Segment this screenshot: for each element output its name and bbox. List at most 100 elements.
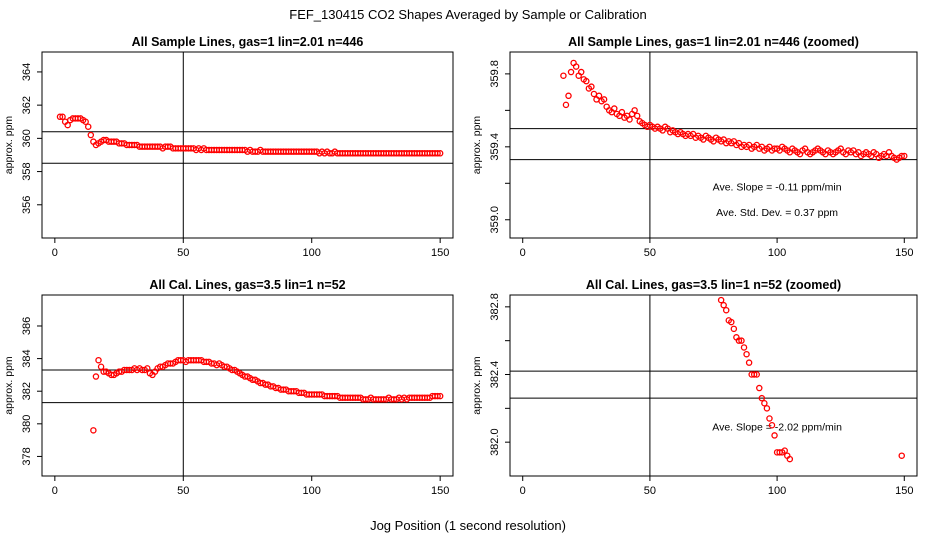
data-point bbox=[618, 108, 626, 116]
data-point bbox=[64, 121, 71, 129]
y-tick-label: 360 bbox=[21, 129, 33, 147]
figure-x-axis-label: Jog Position (1 second resolution) bbox=[370, 518, 566, 533]
x-tick-label: 0 bbox=[52, 485, 58, 497]
panel-sample-lines: All Sample Lines, gas=1 lin=2.01 n=446 0 5… bbox=[3, 35, 454, 259]
data-point bbox=[743, 350, 750, 358]
data-point bbox=[756, 384, 763, 392]
data-points bbox=[90, 356, 444, 434]
x-tick-label: 50 bbox=[644, 485, 656, 497]
x-tick-label: 150 bbox=[431, 485, 449, 497]
data-point bbox=[631, 107, 638, 114]
data-point bbox=[590, 90, 598, 98]
plot-frame bbox=[41, 294, 454, 477]
data-point bbox=[82, 118, 89, 126]
plot-frame bbox=[509, 294, 918, 477]
y-axis-label: approx. ppm bbox=[3, 356, 15, 415]
data-point bbox=[763, 405, 771, 412]
data-point bbox=[144, 365, 151, 372]
y-axis-label: approx. ppm bbox=[3, 116, 15, 175]
y-axis-label: approx. ppm bbox=[471, 116, 483, 175]
data-point bbox=[766, 415, 773, 422]
data-point bbox=[728, 318, 735, 326]
figure-title: FEF_130415 CO2 Shapes Averaged by Sample… bbox=[289, 7, 646, 22]
data-point bbox=[95, 356, 102, 364]
panel-sample-lines-zoomed: All Sample Lines, gas=1 lin=2.01 n=446 (… bbox=[471, 35, 918, 259]
annotation-text: Ave. Slope = -0.11 ppm/min bbox=[713, 182, 842, 194]
data-point bbox=[560, 72, 567, 79]
data-point bbox=[97, 363, 105, 370]
x-tick-label: 0 bbox=[520, 247, 526, 259]
x-tick-label: 100 bbox=[768, 485, 786, 497]
data-point bbox=[717, 296, 725, 304]
data-point bbox=[626, 116, 633, 123]
x-tick-label: 50 bbox=[177, 485, 189, 497]
annotation-text: Ave. Slope = -2.02 ppm/min bbox=[712, 421, 842, 433]
y-tick-label: 382 bbox=[21, 382, 33, 400]
panel-title: All Cal. Lines, gas=3.5 lin=1 n=52 (zoom… bbox=[586, 278, 841, 292]
panel-title: All Sample Lines, gas=1 lin=2.01 n=446 (… bbox=[568, 35, 859, 49]
x-tick-label: 100 bbox=[303, 485, 321, 497]
y-tick-label: 382.0 bbox=[489, 428, 501, 456]
panel-cal-lines: All Cal. Lines, gas=3.5 lin=1 n=52 0 50 100… bbox=[3, 278, 454, 497]
data-point bbox=[92, 373, 100, 380]
x-tick-label: 0 bbox=[52, 247, 58, 259]
data-point bbox=[90, 427, 97, 434]
data-points bbox=[717, 296, 905, 463]
data-point bbox=[758, 394, 766, 402]
data-point bbox=[87, 131, 95, 139]
x-tick-label: 50 bbox=[644, 247, 656, 259]
data-point bbox=[720, 301, 727, 309]
x-tick-label: 100 bbox=[768, 247, 786, 259]
data-point bbox=[572, 63, 580, 70]
data-point bbox=[436, 392, 444, 400]
data-point bbox=[738, 337, 745, 344]
data-point bbox=[722, 306, 730, 314]
data-point bbox=[577, 68, 585, 76]
annotation-text: Ave. Std. Dev. = 0.37 ppm bbox=[716, 207, 838, 219]
y-tick-label: 382.4 bbox=[489, 361, 501, 389]
data-point bbox=[56, 113, 64, 121]
plot-frame bbox=[41, 51, 454, 239]
panel-cal-lines-zoomed: All Cal. Lines, gas=3.5 lin=1 n=52 (zoom… bbox=[471, 278, 918, 497]
data-point bbox=[600, 96, 608, 103]
data-point bbox=[750, 371, 758, 378]
y-tick-label: 384 bbox=[21, 349, 33, 367]
data-point bbox=[740, 344, 748, 351]
panel-title: All Sample Lines, gas=1 lin=2.01 n=446 bbox=[132, 35, 364, 49]
y-tick-label: 359.4 bbox=[489, 133, 501, 161]
x-tick-label: 100 bbox=[303, 247, 321, 259]
y-tick-label: 364 bbox=[21, 63, 33, 81]
y-tick-label: 358 bbox=[21, 162, 33, 180]
data-point bbox=[753, 371, 760, 378]
data-point bbox=[565, 92, 572, 100]
x-tick-label: 150 bbox=[895, 247, 913, 259]
x-tick-label: 150 bbox=[431, 247, 449, 259]
data-point bbox=[901, 152, 908, 160]
data-point bbox=[761, 400, 768, 407]
data-point bbox=[771, 432, 778, 439]
data-point bbox=[633, 112, 641, 120]
data-point bbox=[434, 392, 441, 400]
x-tick-label: 150 bbox=[895, 485, 913, 497]
data-point bbox=[735, 337, 743, 344]
y-tick-label: 359.8 bbox=[489, 60, 501, 88]
data-point bbox=[588, 83, 595, 90]
y-axis-label: approx. ppm bbox=[471, 356, 483, 415]
x-tick-label: 50 bbox=[177, 247, 189, 259]
data-point bbox=[84, 123, 92, 130]
data-point bbox=[745, 359, 753, 366]
data-points bbox=[560, 59, 908, 163]
data-point bbox=[595, 92, 603, 100]
y-tick-label: 356 bbox=[21, 196, 33, 214]
data-point bbox=[730, 325, 738, 333]
y-tick-label: 386 bbox=[21, 317, 33, 335]
data-points bbox=[56, 113, 444, 157]
data-point bbox=[898, 452, 905, 459]
data-point bbox=[781, 447, 788, 454]
panel-title: All Cal. Lines, gas=3.5 lin=1 n=52 bbox=[149, 278, 345, 292]
data-point bbox=[59, 113, 66, 121]
data-point bbox=[768, 422, 776, 429]
plot-frame bbox=[509, 51, 918, 239]
data-point bbox=[567, 68, 575, 76]
